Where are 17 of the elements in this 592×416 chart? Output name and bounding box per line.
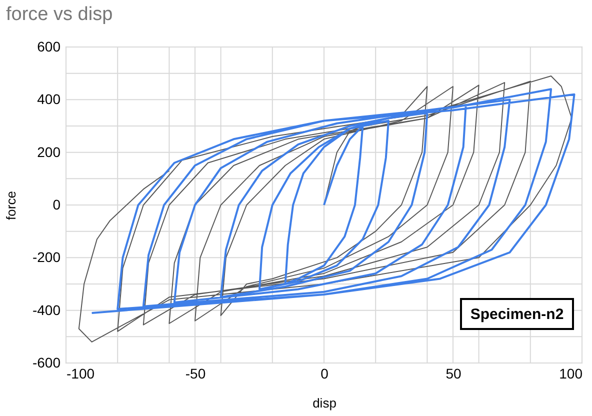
annotation: Specimen-n2	[470, 306, 564, 323]
x-tick-label: 100	[559, 366, 583, 382]
y-tick-label: 0	[52, 196, 61, 212]
y-tick-label: -200	[32, 249, 61, 266]
y-tick-label: 600	[37, 38, 61, 54]
x-tick-label: 0	[320, 366, 329, 382]
chart-title: force vs disp	[6, 4, 113, 25]
y-tick-label: 200	[37, 144, 61, 160]
x-tick-label: 50	[446, 366, 462, 382]
line-series	[78, 75, 572, 342]
x-tick-label: -50	[185, 366, 206, 382]
x-axis-title: disp	[312, 396, 336, 410]
y-tick-label: -400	[32, 302, 61, 318]
y-tick-label: -600	[32, 354, 61, 370]
y-axis-title: force	[3, 191, 18, 220]
y-tick-label: 400	[37, 91, 61, 108]
x-tick-label: -100	[66, 366, 95, 382]
